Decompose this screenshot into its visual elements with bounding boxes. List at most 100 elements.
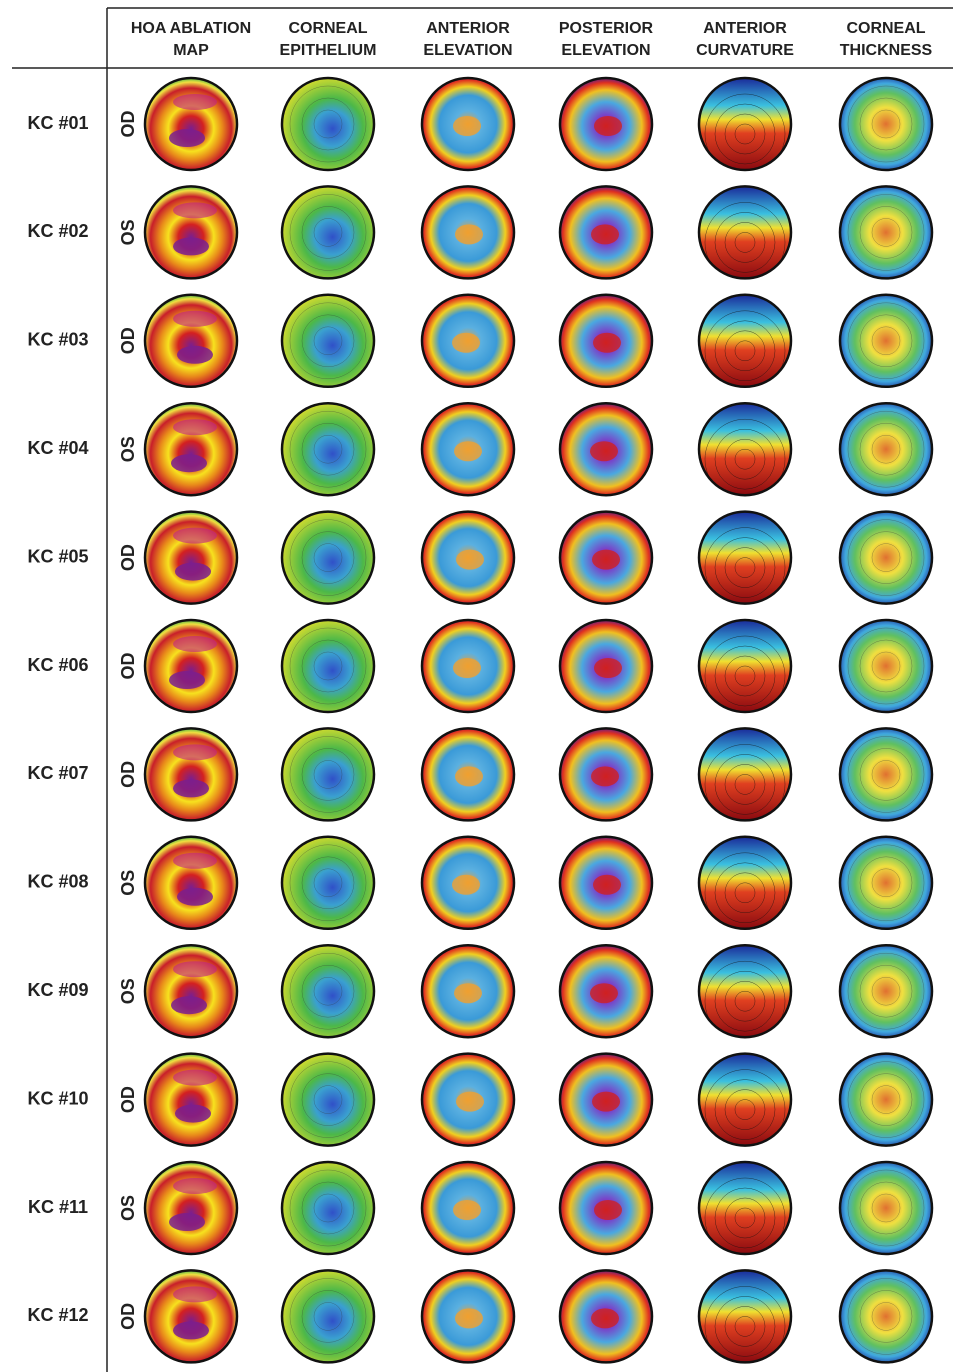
map: [560, 620, 652, 712]
column-header: THICKNESS: [840, 42, 933, 59]
map: [699, 1270, 791, 1366]
map: [422, 945, 514, 1037]
map: [840, 620, 932, 712]
map-blob: [456, 550, 484, 570]
map: [282, 1162, 374, 1254]
map-blob: [591, 224, 619, 244]
map: [840, 1162, 932, 1254]
row-label: KC #04: [27, 438, 88, 458]
eye-label: OS: [118, 219, 138, 245]
column-header: MAP: [173, 42, 209, 59]
map-blob: [454, 441, 482, 461]
map: [422, 1054, 514, 1146]
map: [422, 728, 514, 820]
map: [840, 1054, 932, 1146]
map: [422, 837, 514, 929]
map: [699, 945, 791, 1041]
row-label: KC #07: [27, 763, 88, 783]
map: [145, 186, 237, 278]
map-blob: [173, 202, 217, 218]
column-header: ANTERIOR: [426, 20, 510, 37]
map: [145, 1054, 237, 1146]
column-header: CORNEAL: [846, 20, 925, 37]
eye-label: OS: [118, 978, 138, 1004]
map: [145, 403, 237, 495]
map-blob: [173, 1070, 217, 1086]
map: [145, 945, 237, 1037]
map: [422, 512, 514, 604]
map-blob: [175, 1105, 211, 1123]
map: [840, 728, 932, 820]
map-blob: [173, 853, 217, 869]
eye-label: OD: [118, 327, 138, 354]
map: [699, 403, 791, 499]
map-blob: [173, 419, 217, 435]
map: [840, 512, 932, 604]
map: [699, 1162, 791, 1258]
map-blob: [177, 346, 213, 364]
map-blob: [173, 961, 217, 977]
row-label: KC #12: [27, 1305, 88, 1325]
eye-label: OD: [118, 1086, 138, 1113]
map-blob: [173, 744, 217, 760]
map-blob: [452, 333, 480, 353]
map-blob: [590, 441, 618, 461]
map: [699, 512, 791, 608]
map: [282, 512, 374, 604]
map: [145, 78, 237, 170]
map-blob: [455, 766, 483, 786]
map-blob: [173, 94, 217, 110]
map: [422, 1162, 514, 1254]
map-blob: [173, 311, 217, 327]
map-blob: [173, 237, 209, 255]
eye-label: OD: [118, 1303, 138, 1330]
map: [699, 728, 791, 824]
map: [560, 945, 652, 1037]
map-blob: [591, 1308, 619, 1328]
map-blob: [173, 779, 209, 797]
column-header: POSTERIOR: [559, 20, 654, 37]
row-label: KC #05: [27, 546, 88, 566]
row-label: KC #01: [27, 113, 88, 133]
eye-label: OD: [118, 110, 138, 137]
map: [422, 1270, 514, 1362]
map-blob: [593, 875, 621, 895]
column-header: HOA ABLATION: [131, 20, 251, 37]
map: [560, 78, 652, 170]
map: [282, 837, 374, 929]
row-label: KC #03: [27, 330, 88, 350]
map: [145, 837, 237, 929]
map: [840, 295, 932, 387]
map: [840, 403, 932, 495]
map: [282, 186, 374, 278]
map: [282, 295, 374, 387]
map: [699, 837, 791, 933]
map-blob: [592, 550, 620, 570]
row-label: KC #02: [27, 221, 88, 241]
map-blob: [173, 636, 217, 652]
map: [560, 1054, 652, 1146]
map: [282, 620, 374, 712]
map: [422, 403, 514, 495]
map-blob: [591, 766, 619, 786]
row-label: KC #10: [27, 1088, 88, 1108]
row-label: KC #06: [27, 655, 88, 675]
map-blob: [177, 888, 213, 906]
map-blob: [453, 658, 481, 678]
map: [145, 295, 237, 387]
map: [282, 78, 374, 170]
map: [840, 78, 932, 170]
map: [560, 403, 652, 495]
column-header: ANTERIOR: [703, 20, 787, 37]
map-blob: [593, 333, 621, 353]
map: [145, 512, 237, 604]
map: [560, 1270, 652, 1362]
map: [145, 620, 237, 712]
column-header: CORNEAL: [288, 20, 367, 37]
eye-label: OS: [118, 1195, 138, 1221]
eye-label: OS: [118, 870, 138, 896]
map: [840, 837, 932, 929]
map: [560, 295, 652, 387]
map-blob: [454, 983, 482, 1003]
map: [282, 403, 374, 495]
